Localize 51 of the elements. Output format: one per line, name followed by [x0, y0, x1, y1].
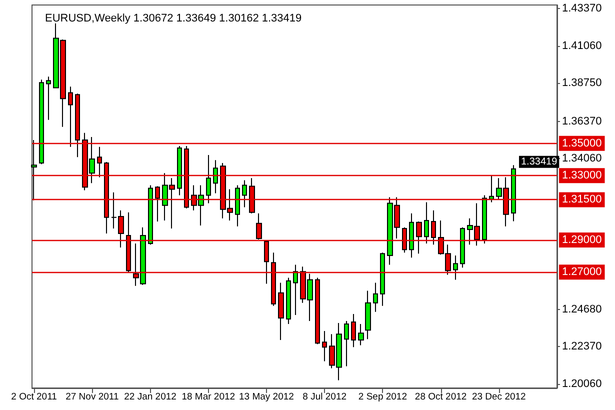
candlestick: [409, 212, 414, 258]
ref-line-label: 1.31500: [562, 194, 602, 206]
candlestick: [242, 180, 247, 208]
x-tick-label: 27 Nov 2011: [66, 392, 119, 402]
y-tick-label: 1.22370: [562, 340, 602, 353]
candlestick: [286, 277, 291, 324]
candlestick: [373, 282, 378, 312]
x-tick-label: 13 May 2012: [239, 392, 294, 402]
y-tick-label: 1.43370: [562, 2, 602, 15]
y-tick-label: 1.34060: [562, 152, 602, 165]
y-tick-label: 1.24680: [562, 303, 602, 316]
x-tick-label: 2 Sep 2012: [358, 392, 407, 402]
candlestick: [46, 76, 51, 120]
candlestick: [39, 79, 44, 165]
annotation: 1.33419: [521, 156, 558, 168]
ref-line-label: 1.29000: [562, 234, 602, 246]
ref-line-label: 1.35000: [562, 137, 602, 150]
y-tick-label: 1.36370: [562, 115, 602, 128]
text: EURUSD,Weekly 1.30672 1.33649 1.30162 1.33419: [45, 12, 302, 24]
candlestick: [322, 330, 327, 362]
x-tick-label: 18 Mar 2012: [182, 392, 236, 402]
candlestick: [460, 226, 465, 268]
candlestick: [489, 174, 494, 203]
y-tick-label: 1.38750: [562, 77, 602, 90]
candlestick: [482, 194, 487, 244]
candlestick: [213, 160, 218, 194]
y-tick-label: 1.20060: [562, 378, 602, 390]
x-tick-label: 23 Dec 2012: [472, 392, 526, 402]
candlestick: [453, 255, 458, 280]
candlestick: [424, 202, 429, 244]
candlestick: [206, 154, 211, 204]
candlestick: [148, 184, 153, 246]
candlestick: [380, 252, 385, 306]
x-tick-label: 8 Jul 2012: [302, 392, 347, 402]
candlestick: [315, 277, 320, 345]
x-tick-label: 22 Jan 2012: [124, 392, 176, 402]
candlestick: [278, 282, 284, 341]
ref-line-label: 1.27000: [562, 266, 602, 278]
candlestick: [293, 264, 298, 316]
candlestick: [358, 323, 364, 346]
candlestick: [344, 320, 349, 367]
candlestick: [177, 145, 182, 196]
x-tick-label: 28 Oct 2012: [414, 392, 467, 402]
candlestick: [31, 140, 37, 201]
candlestick: [235, 184, 240, 227]
candlestick: [511, 164, 516, 222]
ref-line-label: 1.33000: [562, 170, 602, 182]
x-tick-label: 2 Oct 2011: [11, 392, 57, 402]
candlestick: [351, 313, 356, 348]
y-tick-label: 1.41060: [562, 40, 602, 52]
candlestick: [365, 290, 371, 340]
